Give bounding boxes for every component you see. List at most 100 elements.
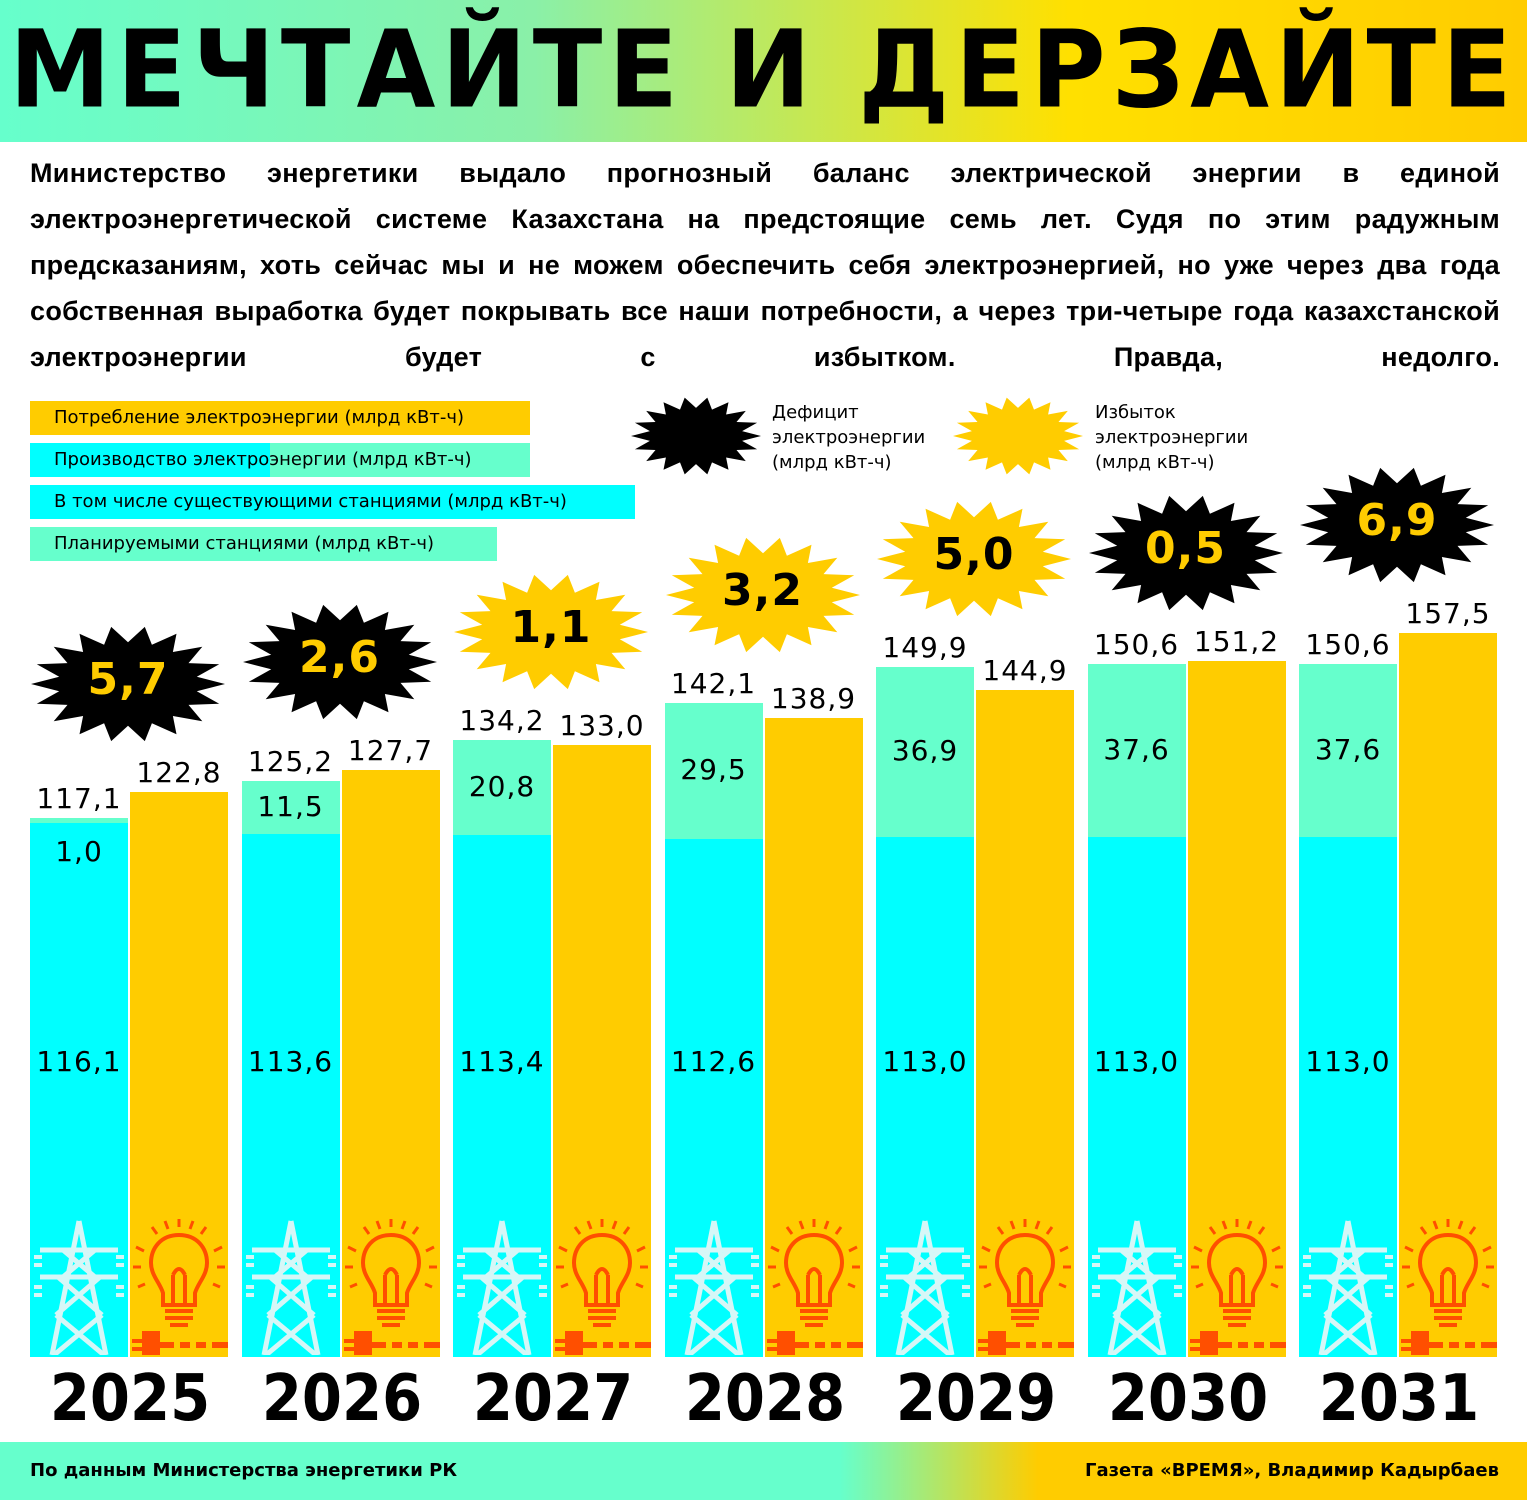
label-production-total: 142,1 bbox=[670, 667, 757, 701]
light-bulb-plug-icon bbox=[976, 1215, 1074, 1357]
power-pylon-icon bbox=[453, 1215, 551, 1357]
burst-shape bbox=[242, 604, 437, 719]
legend-consumption: Потребление электроэнергии (млрд кВт-ч) bbox=[30, 401, 530, 435]
label-balance-deficit: 5,7 bbox=[87, 654, 169, 706]
legend-deficit: Дефицит электроэнергии (млрд кВт-ч) bbox=[772, 400, 925, 475]
bar-planned bbox=[241, 781, 340, 835]
bar-consumption bbox=[1187, 661, 1286, 1357]
surplus-burst-icon bbox=[953, 397, 1083, 475]
label-existing: 113,0 bbox=[882, 1045, 968, 1078]
label-balance-surplus: 3,2 bbox=[722, 565, 803, 617]
label-consumption: 151,2 bbox=[1193, 625, 1280, 659]
label-balance-surplus: 1,1 bbox=[510, 601, 592, 653]
bar-existing bbox=[876, 837, 974, 1357]
power-pylon-icon bbox=[1088, 1215, 1186, 1357]
bar-consumption bbox=[553, 745, 651, 1357]
label-balance-deficit: 0,5 bbox=[1145, 523, 1226, 575]
legend-planned: Планируемыми станциями (млрд кВт-ч) bbox=[30, 527, 497, 561]
burst-shape bbox=[454, 574, 648, 689]
bar-existing bbox=[241, 834, 340, 1357]
bar-existing bbox=[1299, 837, 1397, 1357]
burst-shape bbox=[877, 502, 1071, 617]
legend-production: Производство электроэнергии (млрд кВт-ч) bbox=[30, 443, 530, 477]
bar-existing bbox=[30, 822, 128, 1357]
burst-shape bbox=[953, 397, 1083, 475]
surplus-burst bbox=[877, 502, 1071, 617]
year-label: 2029 bbox=[895, 1362, 1057, 1436]
label-balance-deficit: 2,6 bbox=[299, 631, 380, 683]
year-label: 2030 bbox=[1107, 1362, 1268, 1436]
bar-planned bbox=[1087, 664, 1186, 838]
bar-planned bbox=[30, 818, 128, 823]
label-consumption: 122,8 bbox=[136, 756, 222, 790]
label-planned: 1,0 bbox=[55, 834, 103, 868]
bar-consumption bbox=[976, 690, 1074, 1357]
label-existing: 113,0 bbox=[1305, 1045, 1391, 1078]
legend-deficit-line: Дефицит bbox=[772, 402, 859, 423]
power-pylon-icon bbox=[242, 1215, 340, 1357]
bar-planned bbox=[1299, 664, 1397, 838]
power-pylon-icon bbox=[665, 1215, 763, 1357]
surplus-burst bbox=[665, 538, 860, 653]
surplus-burst bbox=[454, 574, 648, 689]
burst-shape bbox=[1300, 467, 1494, 582]
light-bulb-plug-icon bbox=[765, 1215, 863, 1357]
power-pylon-icon bbox=[1299, 1215, 1397, 1357]
label-balance-deficit: 6,9 bbox=[1356, 494, 1438, 546]
legend-deficit-line: (млрд кВт-ч) bbox=[772, 452, 892, 473]
label-planned: 37,6 bbox=[1314, 732, 1382, 766]
bar-consumption bbox=[130, 792, 228, 1357]
page-title: МЕЧТАЙТЕ И ДЕРЗАЙТЕ bbox=[9, 8, 1518, 133]
label-planned: 29,5 bbox=[680, 753, 747, 787]
year-label: 2025 bbox=[49, 1362, 211, 1436]
title-band bbox=[0, 0, 1527, 142]
bar-existing bbox=[453, 835, 551, 1357]
label-existing: 116,1 bbox=[36, 1045, 122, 1078]
light-bulb-plug-icon bbox=[553, 1215, 651, 1357]
year-label: 2026 bbox=[261, 1362, 422, 1436]
label-production-total: 134,2 bbox=[459, 703, 545, 737]
power-pylon-icon bbox=[30, 1215, 128, 1357]
legend-surplus-line: электроэнергии bbox=[1095, 427, 1249, 448]
year-label: 2028 bbox=[684, 1362, 845, 1436]
burst-shape bbox=[1088, 496, 1283, 611]
power-pylon-icon bbox=[876, 1215, 974, 1357]
bar-planned bbox=[453, 739, 551, 836]
light-bulb-plug-icon bbox=[130, 1215, 228, 1357]
deficit-burst bbox=[242, 604, 437, 719]
bar-planned bbox=[876, 667, 974, 838]
burst-shape bbox=[665, 538, 860, 653]
legend-deficit-line: электроэнергии bbox=[772, 427, 926, 448]
year-label: 2027 bbox=[472, 1362, 634, 1436]
credit-note: Газета «ВРЕМЯ», Владимир Кадырбаев bbox=[1084, 1460, 1499, 1481]
light-bulb-plug-icon bbox=[342, 1215, 440, 1357]
label-production-total: 150,6 bbox=[1305, 628, 1391, 662]
bar-existing bbox=[1087, 837, 1186, 1357]
label-production-total: 150,6 bbox=[1093, 628, 1180, 662]
bar-chart: 117,1 122,8 1,0 116,1 2025 5,7 125,2 127,7 11,5 1… bbox=[30, 467, 1497, 1436]
deficit-burst-icon bbox=[631, 397, 761, 475]
footer: По данным Министерства энергетики РК Газ… bbox=[0, 1442, 1527, 1500]
label-planned: 37,6 bbox=[1103, 732, 1170, 766]
label-consumption: 138,9 bbox=[770, 682, 857, 716]
label-existing: 113,0 bbox=[1093, 1045, 1180, 1078]
label-consumption: 144,9 bbox=[982, 654, 1068, 688]
label-planned: 20,8 bbox=[468, 769, 536, 803]
label-existing: 113,4 bbox=[459, 1045, 545, 1078]
bar-planned bbox=[664, 703, 763, 840]
source-note: По данным Министерства энергетики РК bbox=[30, 1460, 458, 1481]
burst-shape bbox=[631, 397, 761, 475]
light-bulb-plug-icon bbox=[1188, 1215, 1286, 1357]
label-production-total: 117,1 bbox=[36, 782, 122, 816]
legend-existing: В том числе существующими станциями (млр… bbox=[30, 485, 635, 519]
label-consumption: 127,7 bbox=[347, 733, 434, 767]
legend-surplus: Избыток электроэнергии (млрд кВт-ч) bbox=[1095, 400, 1248, 475]
label-consumption: 157,5 bbox=[1405, 596, 1491, 630]
legend-surplus-line: (млрд кВт-ч) bbox=[1095, 452, 1215, 473]
label-planned: 11,5 bbox=[257, 789, 324, 823]
label-balance-surplus: 5,0 bbox=[933, 529, 1015, 581]
bar-consumption bbox=[764, 718, 863, 1357]
label-production-total: 149,9 bbox=[882, 631, 968, 665]
bar-consumption bbox=[341, 769, 440, 1357]
deficit-burst bbox=[1088, 496, 1283, 611]
